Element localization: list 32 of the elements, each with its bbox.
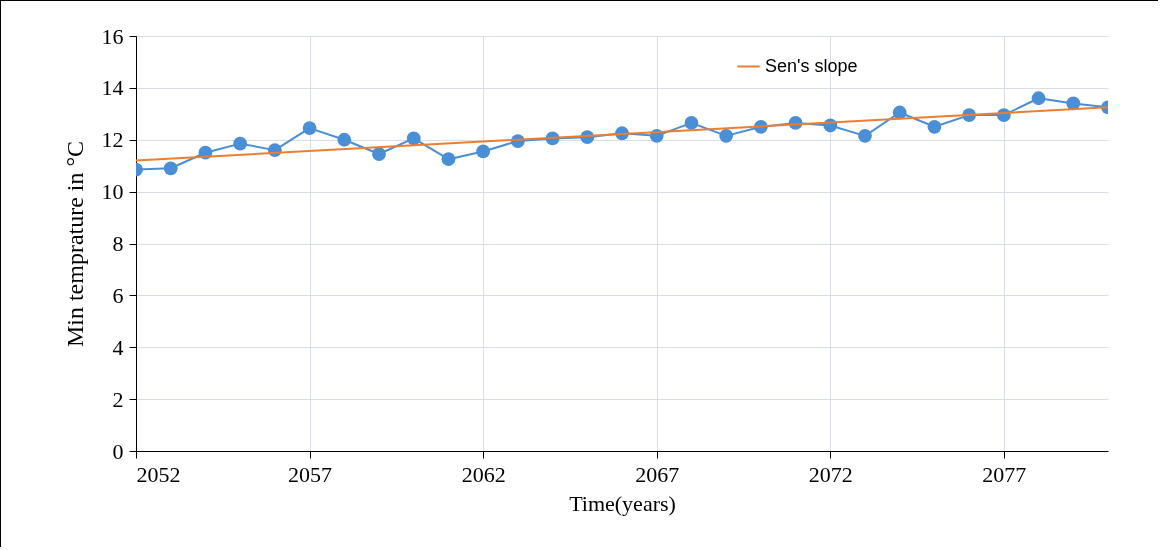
y-tick-label: 12 — [101, 127, 124, 153]
point — [163, 161, 178, 176]
point — [858, 128, 872, 143]
point — [892, 105, 907, 120]
y-tick-label: 0 — [112, 438, 124, 464]
point — [372, 147, 386, 161]
point — [441, 152, 456, 167]
x-tick-label: 2062 — [461, 461, 506, 487]
point — [337, 132, 352, 147]
y-tick-label: 14 — [101, 75, 124, 101]
y-tick-label: 10 — [101, 179, 124, 205]
legend-label: Sen's slope — [765, 55, 858, 76]
point — [476, 144, 491, 159]
y-tick-label: 16 — [101, 23, 124, 49]
point — [302, 121, 317, 135]
point — [684, 116, 699, 130]
point — [233, 136, 248, 151]
point — [1031, 91, 1046, 106]
y-tick-label: 6 — [112, 282, 124, 308]
x-tick-label: 2077 — [982, 461, 1027, 487]
y-tick-label: 8 — [112, 231, 124, 256]
x-tick-label: 2057 — [288, 461, 333, 487]
x-tick-label: 2052 — [136, 461, 181, 487]
x-tick-label: 2067 — [635, 461, 680, 487]
point — [719, 128, 734, 143]
x-axis-title: Time(years) — [569, 490, 676, 516]
y-axis-title: Min temprature in °C — [61, 140, 88, 348]
point — [927, 119, 942, 134]
y-tick-label: 4 — [112, 334, 124, 360]
y-tick-label: 2 — [112, 386, 124, 412]
point — [406, 131, 421, 146]
x-tick-label: 2072 — [808, 461, 853, 487]
